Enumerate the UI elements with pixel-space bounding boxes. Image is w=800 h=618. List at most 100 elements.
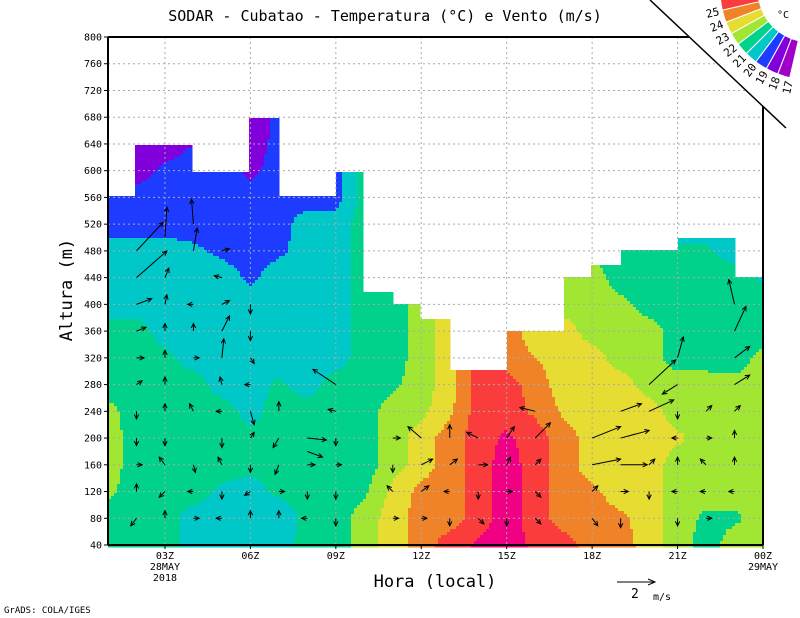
temperature-cell <box>507 340 526 344</box>
temperature-cell <box>411 496 466 500</box>
wind-arrowhead <box>423 485 430 491</box>
temperature-cell <box>108 280 247 284</box>
wind-arrow <box>734 374 751 386</box>
temperature-cell <box>405 466 436 470</box>
temperature-cell <box>522 466 550 470</box>
wind-arrow <box>620 488 630 495</box>
temperature-cell <box>630 526 664 530</box>
temperature-cell <box>669 364 748 368</box>
temperature-cell <box>603 352 664 356</box>
temperature-cell <box>108 376 205 380</box>
temperature-cell <box>213 490 268 494</box>
temperature-cell <box>633 382 764 386</box>
temperature-cell <box>549 379 634 383</box>
temperature-cell <box>618 508 664 512</box>
wind-arrow <box>727 488 735 495</box>
temperature-cell <box>435 361 451 365</box>
temperature-cell <box>366 496 388 500</box>
temperature-cell <box>183 151 193 155</box>
wind-arrowhead <box>162 509 168 516</box>
wind-arrow <box>249 357 255 365</box>
temperature-cell <box>579 457 667 461</box>
temperature-cell <box>663 526 697 530</box>
temperature-cell <box>108 400 229 404</box>
temperature-cell <box>246 175 256 179</box>
temperature-cell <box>108 394 220 398</box>
temperature-cell <box>465 481 493 485</box>
temperature-cell <box>120 478 235 482</box>
wind-arrow <box>421 515 429 521</box>
temperature-cell <box>291 232 352 236</box>
temperature-cell <box>456 397 472 401</box>
wind-arrow <box>335 462 343 468</box>
grid-lines <box>108 37 763 545</box>
temperature-cell <box>564 307 637 311</box>
temperature-cell <box>108 259 226 263</box>
temperature-cell <box>663 511 703 515</box>
y-tick-label: 280 <box>84 380 102 391</box>
legend-label: 20 <box>741 61 759 79</box>
wind-arrow <box>162 349 168 358</box>
temperature-cell <box>633 541 664 545</box>
temperature-cell <box>279 256 352 260</box>
temperature-cell <box>198 244 289 248</box>
wind-arrow <box>534 491 542 499</box>
temperature-cell <box>606 499 664 503</box>
temperature-cell <box>546 370 622 374</box>
temperature-cell <box>525 403 556 407</box>
wind-arrow <box>278 488 286 495</box>
temperature-cell <box>498 436 514 440</box>
temperature-cell <box>522 385 550 389</box>
temperature-cell <box>663 493 764 497</box>
temperature-cell <box>147 325 352 329</box>
wind-arrow <box>162 402 168 412</box>
temperature-cell <box>525 541 577 545</box>
temperature-cell <box>234 265 268 269</box>
wind-arrow-shaft <box>158 456 166 466</box>
temperature-cell <box>108 370 196 374</box>
temperature-cell <box>537 421 568 425</box>
temperature-cell <box>567 421 670 425</box>
temperature-cell <box>273 493 367 497</box>
wind-arrow-shaft <box>421 458 433 466</box>
temperature-cell <box>249 424 253 428</box>
temperature-cell <box>507 346 529 350</box>
temperature-cell <box>696 526 733 530</box>
wind-arrowhead <box>161 250 168 256</box>
temperature-cell <box>555 523 631 527</box>
temperature-cell <box>435 322 451 326</box>
temperature-cell <box>135 184 280 188</box>
wind-reference: 2 m/s <box>617 578 671 603</box>
temperature-cell <box>378 415 427 419</box>
temperature-cell <box>108 343 160 347</box>
temperature-cell <box>261 481 373 485</box>
temperature-cell <box>393 481 421 485</box>
temperature-cell <box>435 442 466 446</box>
chart-title: SODAR - Cubatao - Temperatura (°C) e Ven… <box>168 7 601 25</box>
wind-arrow-shaft <box>648 458 656 466</box>
wind-arrowhead <box>593 520 599 527</box>
wind-arrow-shaft <box>274 464 280 475</box>
temperature-cell <box>108 361 181 365</box>
temperature-cell <box>351 316 409 320</box>
temperature-cell <box>108 244 199 248</box>
temperature-cell <box>537 418 565 422</box>
temperature-cell <box>384 502 412 506</box>
temperature-cell <box>357 505 385 509</box>
temperature-cell <box>429 409 454 413</box>
temperature-cell <box>405 370 436 374</box>
temperature-cell <box>153 172 244 176</box>
temperature-cell <box>108 439 124 443</box>
wind-arrow-shaft <box>620 403 642 412</box>
wind-arrow-shaft <box>420 485 430 492</box>
wind-arrow <box>421 458 434 466</box>
temperature-cell <box>405 361 436 365</box>
temperature-cell <box>465 445 496 449</box>
temperature-cell <box>264 154 280 158</box>
temperature-cell <box>366 493 388 497</box>
temperature-cell <box>555 403 658 407</box>
temperature-cell <box>198 502 289 506</box>
temperature-cell <box>108 433 124 437</box>
wind-arrow <box>221 314 231 332</box>
wind-arrow <box>518 406 536 412</box>
